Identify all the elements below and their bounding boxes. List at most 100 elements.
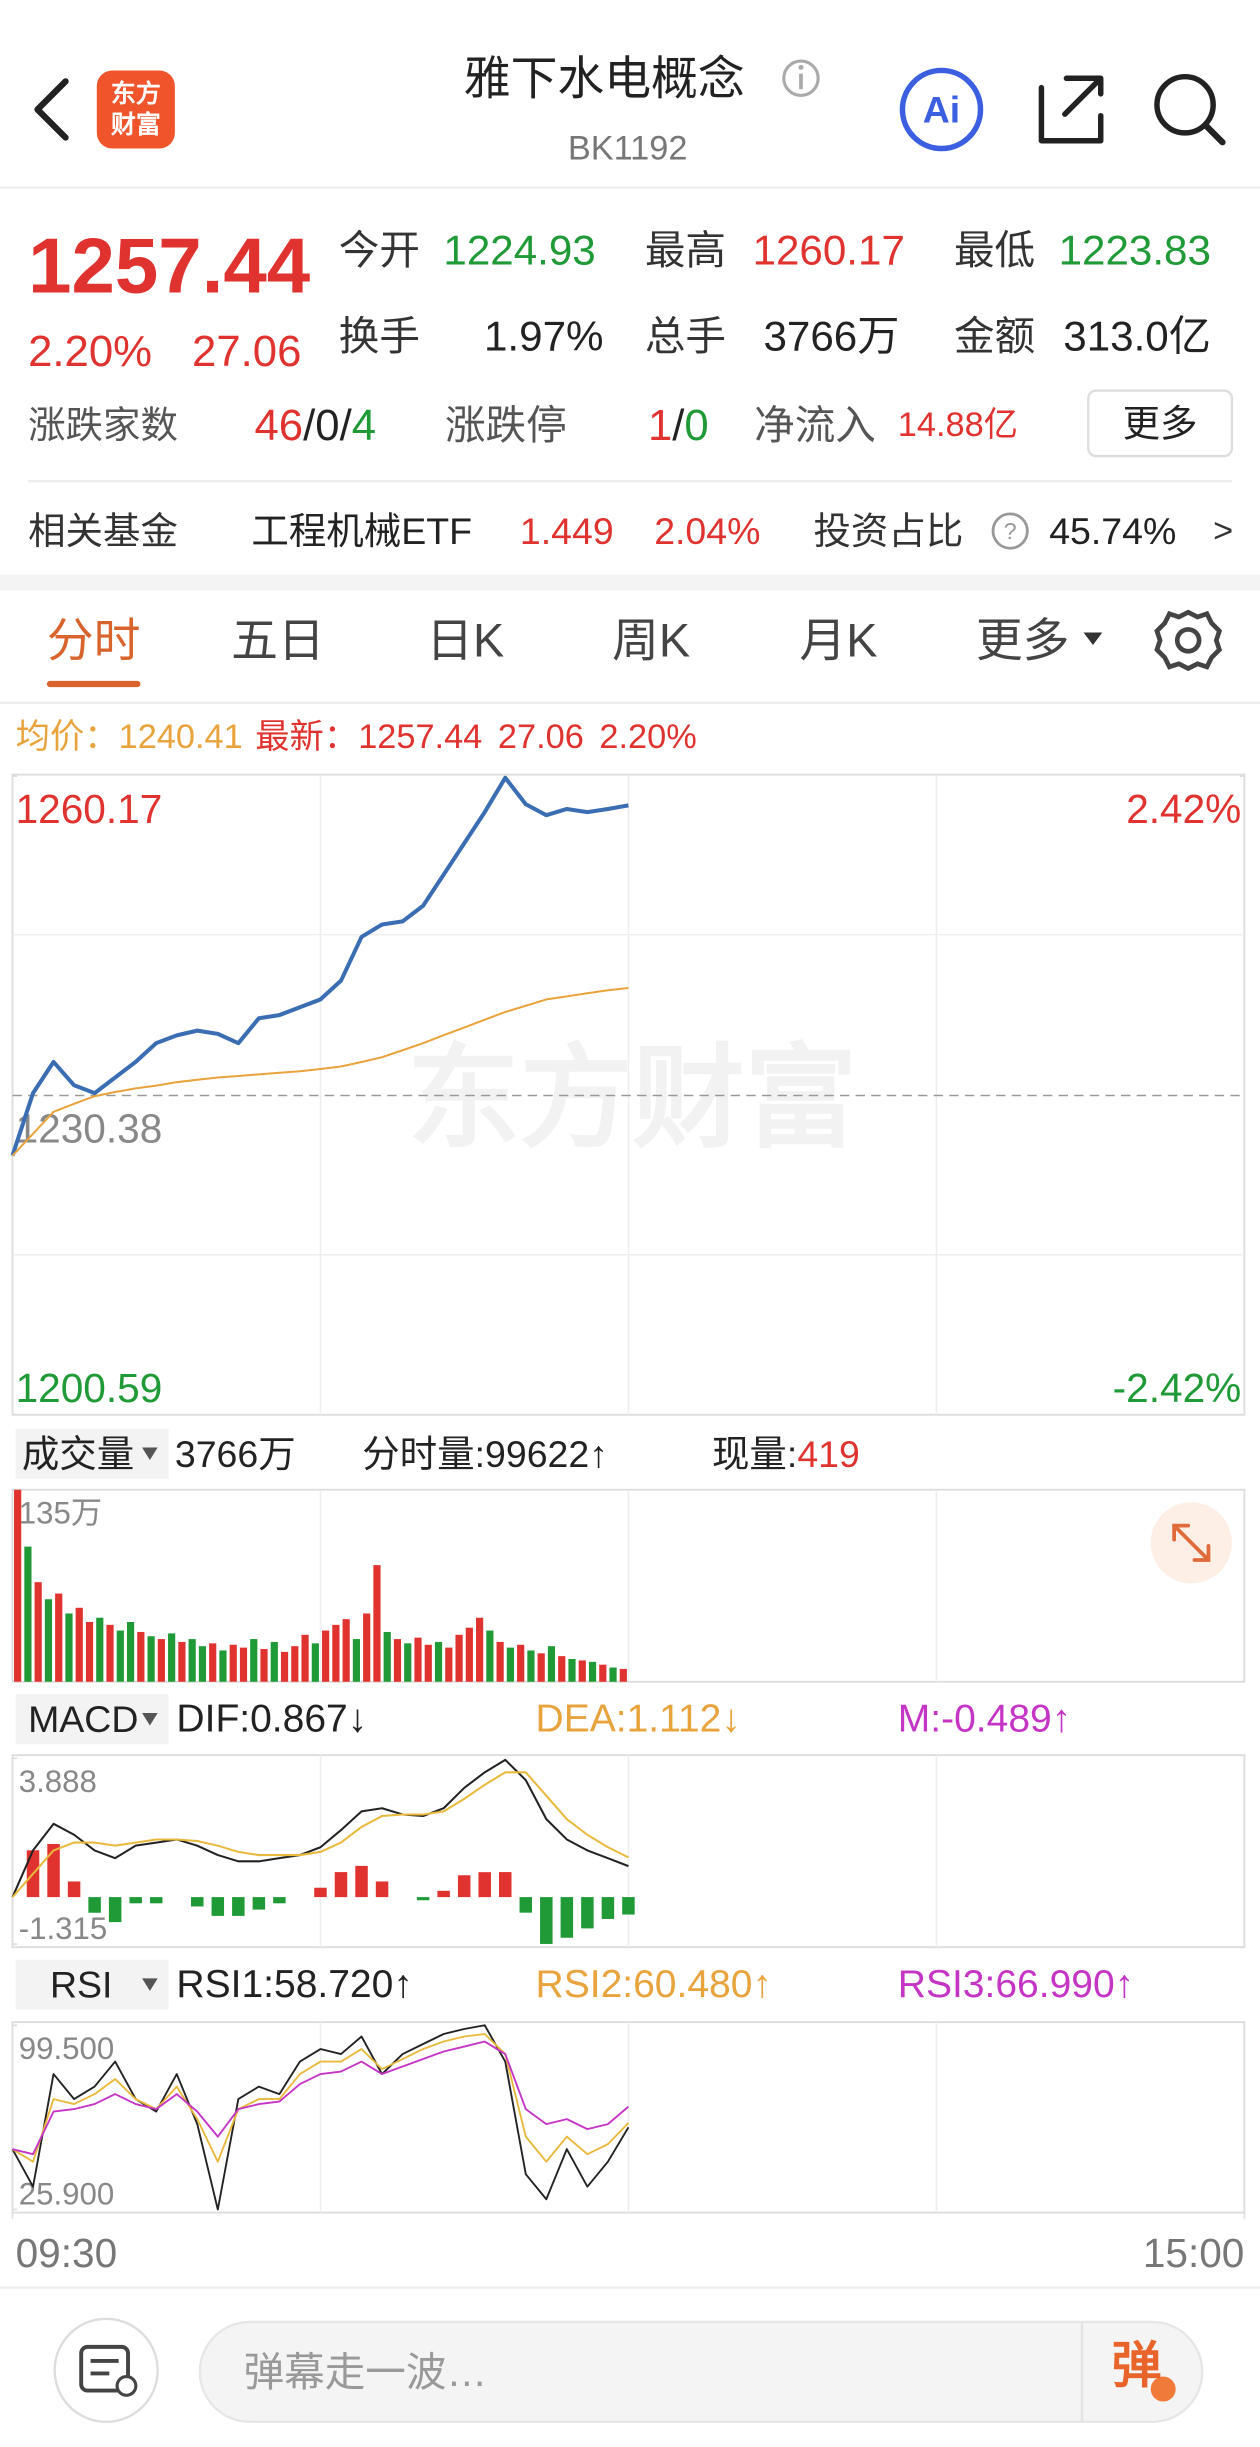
volume-bar [404, 1643, 412, 1682]
more-button[interactable] [1087, 389, 1234, 458]
avg-value: 1240.41 [119, 718, 243, 756]
macd-bar [129, 1897, 142, 1904]
search-handle [1202, 121, 1226, 146]
last-label: 最新： [255, 718, 358, 756]
volume-bar [178, 1641, 186, 1682]
watermark: 东方财富 [408, 1035, 858, 1161]
volume-bar [445, 1647, 453, 1682]
indicator-select[interactable] [15, 1694, 169, 1745]
info-icon[interactable] [782, 59, 820, 97]
ai-button[interactable] [899, 67, 984, 152]
y-tick-label: 1230.38 [16, 1105, 163, 1151]
separator: / [672, 400, 685, 449]
macd-bar [355, 1865, 368, 1898]
stat-label: 最低 [954, 227, 1035, 273]
volume-bar [55, 1593, 63, 1682]
y-tick-label: 1200.59 [16, 1365, 163, 1411]
indicator-select[interactable] [15, 1428, 169, 1479]
legend-entry: DEA:1.112↓ [536, 1698, 741, 1741]
help-icon[interactable] [991, 512, 1029, 550]
stat-label: 换手 [339, 313, 420, 359]
volume-bar [75, 1607, 83, 1682]
volume-bar [239, 1647, 248, 1682]
more-label[interactable]: 更多 [1123, 402, 1198, 444]
macd-bar [47, 1843, 60, 1898]
dropdown-arrow [142, 1712, 158, 1726]
volume-bar [434, 1641, 443, 1682]
volume-bar [260, 1649, 268, 1682]
volume-bar [24, 1546, 32, 1682]
dropdown-arrow [1083, 632, 1103, 646]
search-button[interactable] [1154, 73, 1216, 136]
legend-entry: M:-0.489↑ [898, 1698, 1071, 1741]
input-placeholder[interactable]: 弹幕走一波… [244, 2349, 487, 2395]
share-button[interactable] [1038, 75, 1104, 144]
macd-bar [601, 1897, 615, 1919]
comment-list-button[interactable] [53, 2317, 159, 2423]
tab[interactable]: 月K [799, 614, 877, 666]
tab[interactable]: 日K [426, 614, 504, 666]
indicator-select[interactable] [15, 1959, 169, 2010]
volume-bar [547, 1646, 556, 1682]
tab[interactable]: 五日 [231, 614, 325, 666]
last-value: 1257.44 [358, 718, 482, 756]
volume-bar [332, 1624, 340, 1682]
volume-bar [219, 1650, 227, 1682]
logo-text: 东方 [111, 79, 161, 108]
ratio-arrow[interactable]: > [1213, 512, 1233, 550]
dropdown-arrow [142, 1447, 158, 1461]
danmaku-input[interactable] [198, 2320, 1204, 2423]
volume-bar [311, 1643, 319, 1682]
stat-value: 313.0亿 [1063, 312, 1211, 359]
info-icon-dot [798, 64, 804, 70]
y2-tick-label: -2.42% [1113, 1365, 1242, 1411]
volume-bar [188, 1639, 196, 1682]
fund-price: 1.449 [520, 510, 614, 552]
change-value: 27.06 [498, 718, 584, 756]
tab[interactable]: 周K [612, 614, 690, 666]
netflow-label: 净流入 [754, 402, 876, 448]
fund-name[interactable]: 工程机械ETF [251, 510, 472, 552]
help-mark: ? [1004, 518, 1017, 544]
down-count: 4 [352, 400, 376, 449]
volume-bar [342, 1619, 350, 1682]
volume-bar [137, 1631, 145, 1682]
volume-bar [168, 1633, 176, 1682]
volume-bar [486, 1630, 494, 1682]
stat-value: 1224.93 [443, 227, 595, 274]
volume-total: 3766万 [175, 1433, 296, 1475]
volume-bar [558, 1656, 566, 1682]
stat-label: 今开 [339, 227, 420, 273]
volume-bar [506, 1647, 514, 1682]
macd-bar [560, 1897, 574, 1938]
minute-volume: 分时量:99622↑ [362, 1433, 608, 1475]
tab[interactable]: 更多 [976, 614, 1070, 666]
comment-icon-badge [115, 2374, 138, 2397]
danmaku-button[interactable]: 弹 [1112, 2338, 1162, 2394]
volume-bar [393, 1639, 402, 1682]
series-line [12, 2033, 630, 2163]
stat-label: 总手 [645, 313, 726, 359]
ai-label[interactable]: Ai [923, 88, 960, 130]
y2-tick-label: 2.42% [1126, 786, 1241, 832]
legend-entry: DIF:0.867↓ [176, 1698, 367, 1741]
limit-down: 0 [684, 400, 708, 449]
settings-button[interactable] [1154, 609, 1223, 672]
indicator-name: 成交量 [22, 1433, 134, 1475]
app-logo [96, 70, 175, 149]
series-line [11, 986, 629, 1157]
volume-bar [14, 1489, 22, 1682]
y-tick-label: 135万 [19, 1496, 102, 1531]
ratio-value: 45.74% [1049, 510, 1176, 552]
volume-bar [424, 1644, 432, 1682]
change-amount: 27.06 [192, 327, 301, 376]
series-line [11, 1771, 629, 1898]
tab[interactable]: 分时 [47, 614, 141, 666]
back-button[interactable] [34, 78, 69, 141]
breadth-counts: 46/0/4 [254, 400, 376, 449]
netflow-value: 14.88亿 [898, 406, 1018, 444]
macd-bar [191, 1897, 204, 1907]
macd-bar [375, 1881, 389, 1898]
page-title: 雅下水电概念 [464, 52, 745, 104]
